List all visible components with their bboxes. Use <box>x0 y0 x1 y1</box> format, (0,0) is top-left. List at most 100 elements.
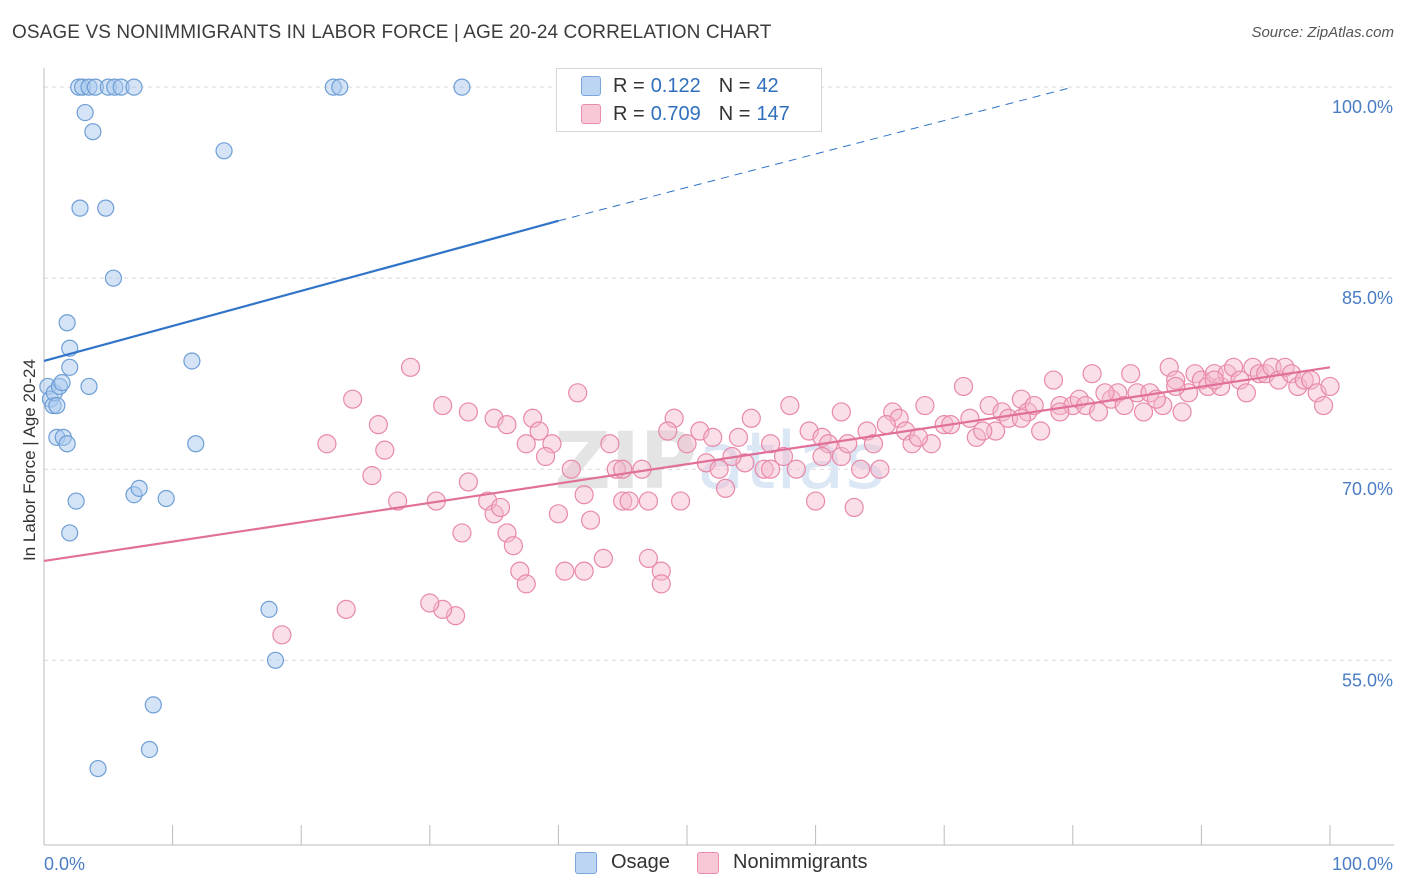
y-axis-label: In Labor Force | Age 20-24 <box>20 359 39 561</box>
nonimmigrants-point <box>516 434 536 454</box>
osage-point <box>453 78 471 96</box>
nonimmigrants-point <box>851 459 871 479</box>
nonimmigrants-point <box>490 497 511 518</box>
nonimmigrants-point <box>973 421 993 441</box>
osage-point <box>266 651 285 669</box>
nonimmigrants-point <box>638 548 659 569</box>
nonimmigrants-point <box>343 389 363 409</box>
nonimmigrants-point <box>1133 402 1154 422</box>
nonimmigrants-point <box>658 421 678 441</box>
nonimmigrants-point <box>529 421 549 441</box>
nonimmigrants-point <box>317 434 337 454</box>
nonimmigrants-point <box>548 504 569 524</box>
nonimmigrants-point <box>535 446 556 467</box>
nonimmigrants-point <box>863 434 884 454</box>
nonimmigrants-point <box>503 536 523 556</box>
nonimmigrants-point <box>458 402 478 422</box>
nonimmigrants-point <box>362 466 382 486</box>
nonimmigrants-point <box>728 427 749 447</box>
nonimmigrants-point <box>915 395 935 416</box>
osage-point <box>61 358 79 376</box>
axes <box>43 68 1394 846</box>
nonimmigrants-point <box>1024 395 1044 416</box>
nonimmigrants-point <box>677 434 697 454</box>
nonimmigrants-point <box>876 415 896 435</box>
nonimmigrants-point <box>1043 370 1064 390</box>
legend-label-osage: Osage <box>611 851 670 873</box>
nonimmigrants-point <box>388 491 408 511</box>
nonimmigrants-point <box>1082 364 1102 384</box>
nonimmigrants-point <box>1095 383 1115 403</box>
nonimmigrants-point <box>600 434 620 454</box>
legend-label-nonimmigrants: Nonimmigrants <box>733 851 868 873</box>
nonimmigrants-point <box>741 408 761 428</box>
nonimmigrants-trend-line <box>43 366 1331 563</box>
nonimmigrants-point <box>754 459 774 479</box>
osage-point <box>67 492 85 510</box>
osage-point <box>260 600 278 618</box>
osage-point <box>71 199 89 217</box>
nonimmigrants-point <box>1031 421 1051 441</box>
y-tick-label: 85.0% <box>1342 288 1393 308</box>
nonimmigrants-points <box>272 357 1340 645</box>
nonimmigrants-point <box>638 491 659 511</box>
nonimmigrants-point <box>773 446 794 467</box>
nonimmigrants-point <box>516 574 536 594</box>
osage-point <box>53 374 71 392</box>
nonimmigrants-point <box>400 357 421 377</box>
nonimmigrants-point <box>613 491 633 511</box>
osage-point <box>331 78 349 96</box>
nonimmigrants-point <box>870 459 890 479</box>
legend-r-value: 0.122 <box>650 74 701 97</box>
nonimmigrants-point <box>1236 383 1257 403</box>
osage-trend-line <box>43 219 559 363</box>
nonimmigrants-point <box>272 625 292 645</box>
osage-point <box>80 377 98 396</box>
osage-point <box>130 479 148 497</box>
nonimmigrants-point <box>1172 402 1192 422</box>
osage-point <box>61 524 79 542</box>
osage-point <box>104 269 123 287</box>
osage-point <box>48 396 66 415</box>
nonimmigrants-point <box>786 459 806 479</box>
legend-r-label: R = <box>613 102 645 125</box>
nonimmigrants-point <box>1320 376 1340 397</box>
nonimmigrants-point <box>568 383 588 403</box>
nonimmigrants-point <box>458 472 478 492</box>
nonimmigrants-point <box>953 376 974 397</box>
nonimmigrants-point <box>838 434 858 454</box>
nonimmigrants-point <box>593 548 614 569</box>
osage-point <box>183 352 201 370</box>
y-tick-label: 55.0% <box>1342 670 1393 690</box>
osage-point <box>58 435 76 453</box>
osage-trend-extension <box>558 86 1073 222</box>
nonimmigrants-point <box>619 491 639 511</box>
nonimmigrants-point <box>805 491 826 511</box>
watermark: ZIPatlas <box>554 417 885 507</box>
legend-swatch-osage <box>581 76 601 96</box>
nonimmigrants-point <box>433 395 453 416</box>
nonimmigrants-point <box>831 402 851 422</box>
legend-item-osage: Osage <box>575 851 670 874</box>
nonimmigrants-point <box>760 459 781 479</box>
nonimmigrants-point <box>703 427 723 447</box>
nonimmigrants-point <box>1121 364 1141 384</box>
nonimmigrants-point <box>651 574 671 594</box>
nonimmigrants-point <box>1166 376 1186 397</box>
legend-item-nonimmigrants: Nonimmigrants <box>697 851 867 874</box>
nonimmigrants-point <box>497 415 517 435</box>
legend-row-nonimmigrants: R = 0.709 N = 147 <box>581 101 808 127</box>
osage-point <box>157 489 175 508</box>
legend-n-value: 42 <box>756 74 779 97</box>
y-tick-label: 70.0% <box>1342 479 1393 499</box>
osage-point <box>140 740 159 759</box>
legend-n-label: N = <box>718 74 751 97</box>
nonimmigrants-point <box>812 446 832 467</box>
osage-point <box>215 142 233 160</box>
legend-r-value: 0.709 <box>650 102 701 125</box>
chart-title: OSAGE VS NONIMMIGRANTS IN LABOR FORCE | … <box>12 22 772 43</box>
legend-swatch-osage <box>575 851 597 874</box>
osage-point <box>89 759 107 778</box>
tick-labels: 100.0% 85.0% 70.0% 55.0% 0.0% 100.0% <box>44 97 1393 874</box>
